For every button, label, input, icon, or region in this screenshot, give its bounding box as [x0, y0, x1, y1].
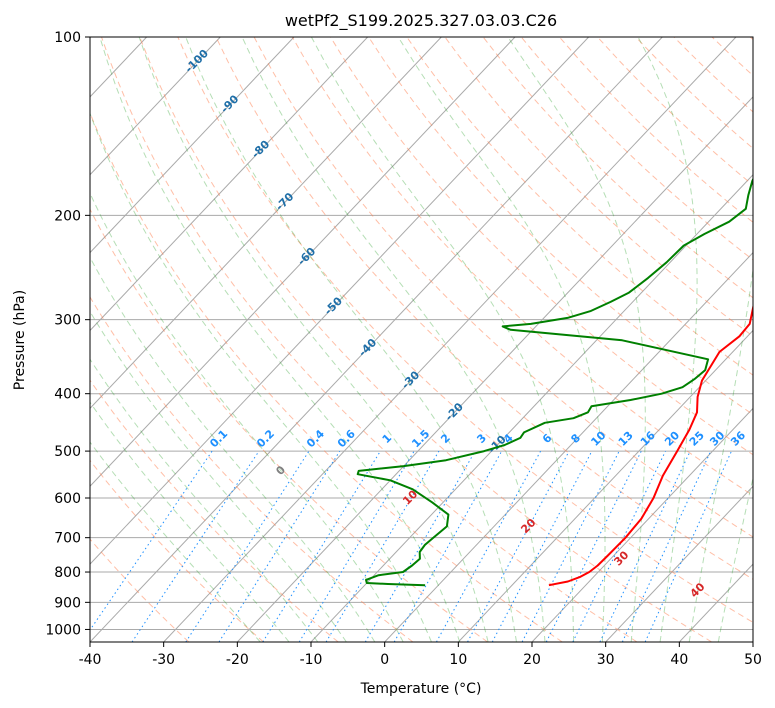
temperature-profile-line [548, 303, 753, 587]
mixing-ratio-line [644, 450, 732, 642]
y-tick-label: 500 [54, 444, 81, 460]
mixing-ratio-line [325, 450, 440, 642]
plot-frame [89, 36, 754, 643]
dewpoint-profile-line [356, 177, 753, 587]
mixing-ratio-line [599, 450, 691, 642]
isotherm-line [90, 37, 295, 254]
dry-adiabat-line [177, 37, 753, 623]
x-tick-label: 40 [670, 652, 688, 668]
dry-adiabat-line [90, 379, 339, 642]
moist-adiabat-line [90, 111, 432, 642]
isotherm-line [384, 251, 753, 642]
isotherm-line [457, 329, 753, 642]
mixing-ratio-line [185, 450, 310, 642]
y-tick-label: 600 [54, 491, 81, 507]
mixing-ratio-line [467, 450, 570, 642]
moist-adiabat-line [185, 37, 517, 642]
isotherm-line [531, 407, 753, 642]
x-tick-label: 0 [380, 652, 389, 668]
sounding-series [356, 177, 753, 587]
isotherm-line [605, 485, 753, 642]
moist-adiabat-line [90, 310, 347, 642]
dry-adiabat-line [101, 37, 638, 642]
x-tick-label: 50 [744, 652, 762, 668]
dry-adiabat-line [215, 37, 753, 580]
moist-adiabat-line [241, 37, 546, 642]
moist-adiabat-line [637, 37, 698, 642]
mixing-ratio-line [262, 450, 381, 642]
dry-adiabat-line [90, 538, 190, 642]
x-tick-label: 30 [597, 652, 615, 668]
x-tick-label: -10 [300, 652, 323, 668]
moist-adiabat-line [90, 401, 290, 642]
mixing-ratio-line [393, 450, 503, 642]
isotherm-line [90, 37, 369, 332]
y-tick-label: 900 [54, 595, 81, 611]
y-tick-label: 200 [54, 208, 81, 224]
isotherm-line [90, 37, 221, 176]
moist-adiabat-line [90, 358, 319, 642]
moist-adiabat-line [99, 37, 461, 642]
dry-adiabat-line [90, 296, 414, 642]
mixing-ratio-line [435, 450, 542, 642]
x-axis-title: Temperature (°C) [360, 681, 482, 697]
axes: -40 -30 -20 -10 0 10 20 30 40 50 1000 900 800 700 600 5… [45, 30, 762, 668]
y-tick-label: 800 [54, 565, 81, 581]
dry-adiabat-line [90, 111, 563, 642]
plot-area: -100-90-80-70-60-50-40-30-20-100.1 0.2 0.4… [90, 37, 753, 642]
moist-adiabat-line [507, 37, 646, 642]
dry-adiabat-line [368, 37, 753, 416]
moist-adiabat-line [688, 266, 753, 642]
x-tick-label: 20 [523, 652, 541, 668]
y-tick-label: 100 [54, 30, 81, 46]
dry-adiabat-line [139, 37, 712, 642]
x-tick-label: -30 [152, 652, 175, 668]
dry-adiabat-line [90, 459, 264, 642]
dry-adiabat-line [330, 37, 753, 456]
chart-title: wetPf2_S199.2025.327.03.03.C26 [285, 11, 557, 31]
moist-adiabats [90, 37, 753, 642]
y-tick-label: 400 [54, 387, 81, 403]
mixing-ratio-lines [90, 450, 732, 642]
isotherms [90, 37, 753, 642]
moist-adiabat-line [310, 37, 575, 642]
mixing-ratio-line [364, 450, 476, 642]
dry-adiabat-line [253, 37, 753, 538]
isotherm-line [90, 37, 663, 642]
isotherm-line [90, 37, 590, 565]
moist-adiabat-line [717, 475, 753, 642]
dry-adiabats [90, 37, 753, 642]
moist-adiabat-line [90, 256, 376, 642]
x-tick-label: 10 [449, 652, 467, 668]
x-tick-label: -20 [226, 652, 249, 668]
dry-adiabat-line [90, 208, 488, 642]
y-tick-label: 1000 [45, 622, 81, 638]
moist-adiabat-line [397, 37, 606, 642]
y-tick-label: 300 [54, 313, 81, 329]
isotherm-line [90, 37, 442, 410]
isotherm-line [236, 96, 753, 642]
mixing-ratio-line [572, 450, 666, 642]
dry-adiabat-line [406, 37, 753, 376]
mixing-ratio-line [218, 450, 341, 642]
moist-adiabat-line [138, 37, 489, 642]
y-tick-label: 700 [54, 531, 81, 547]
y-axis-title: Pressure (hPa) [12, 290, 28, 390]
x-tick-label: -40 [79, 652, 102, 668]
moist-adiabat-line [90, 441, 261, 642]
dry-adiabat-line [291, 37, 753, 497]
isotherm-line [90, 37, 516, 487]
isotherm-line [163, 37, 737, 642]
